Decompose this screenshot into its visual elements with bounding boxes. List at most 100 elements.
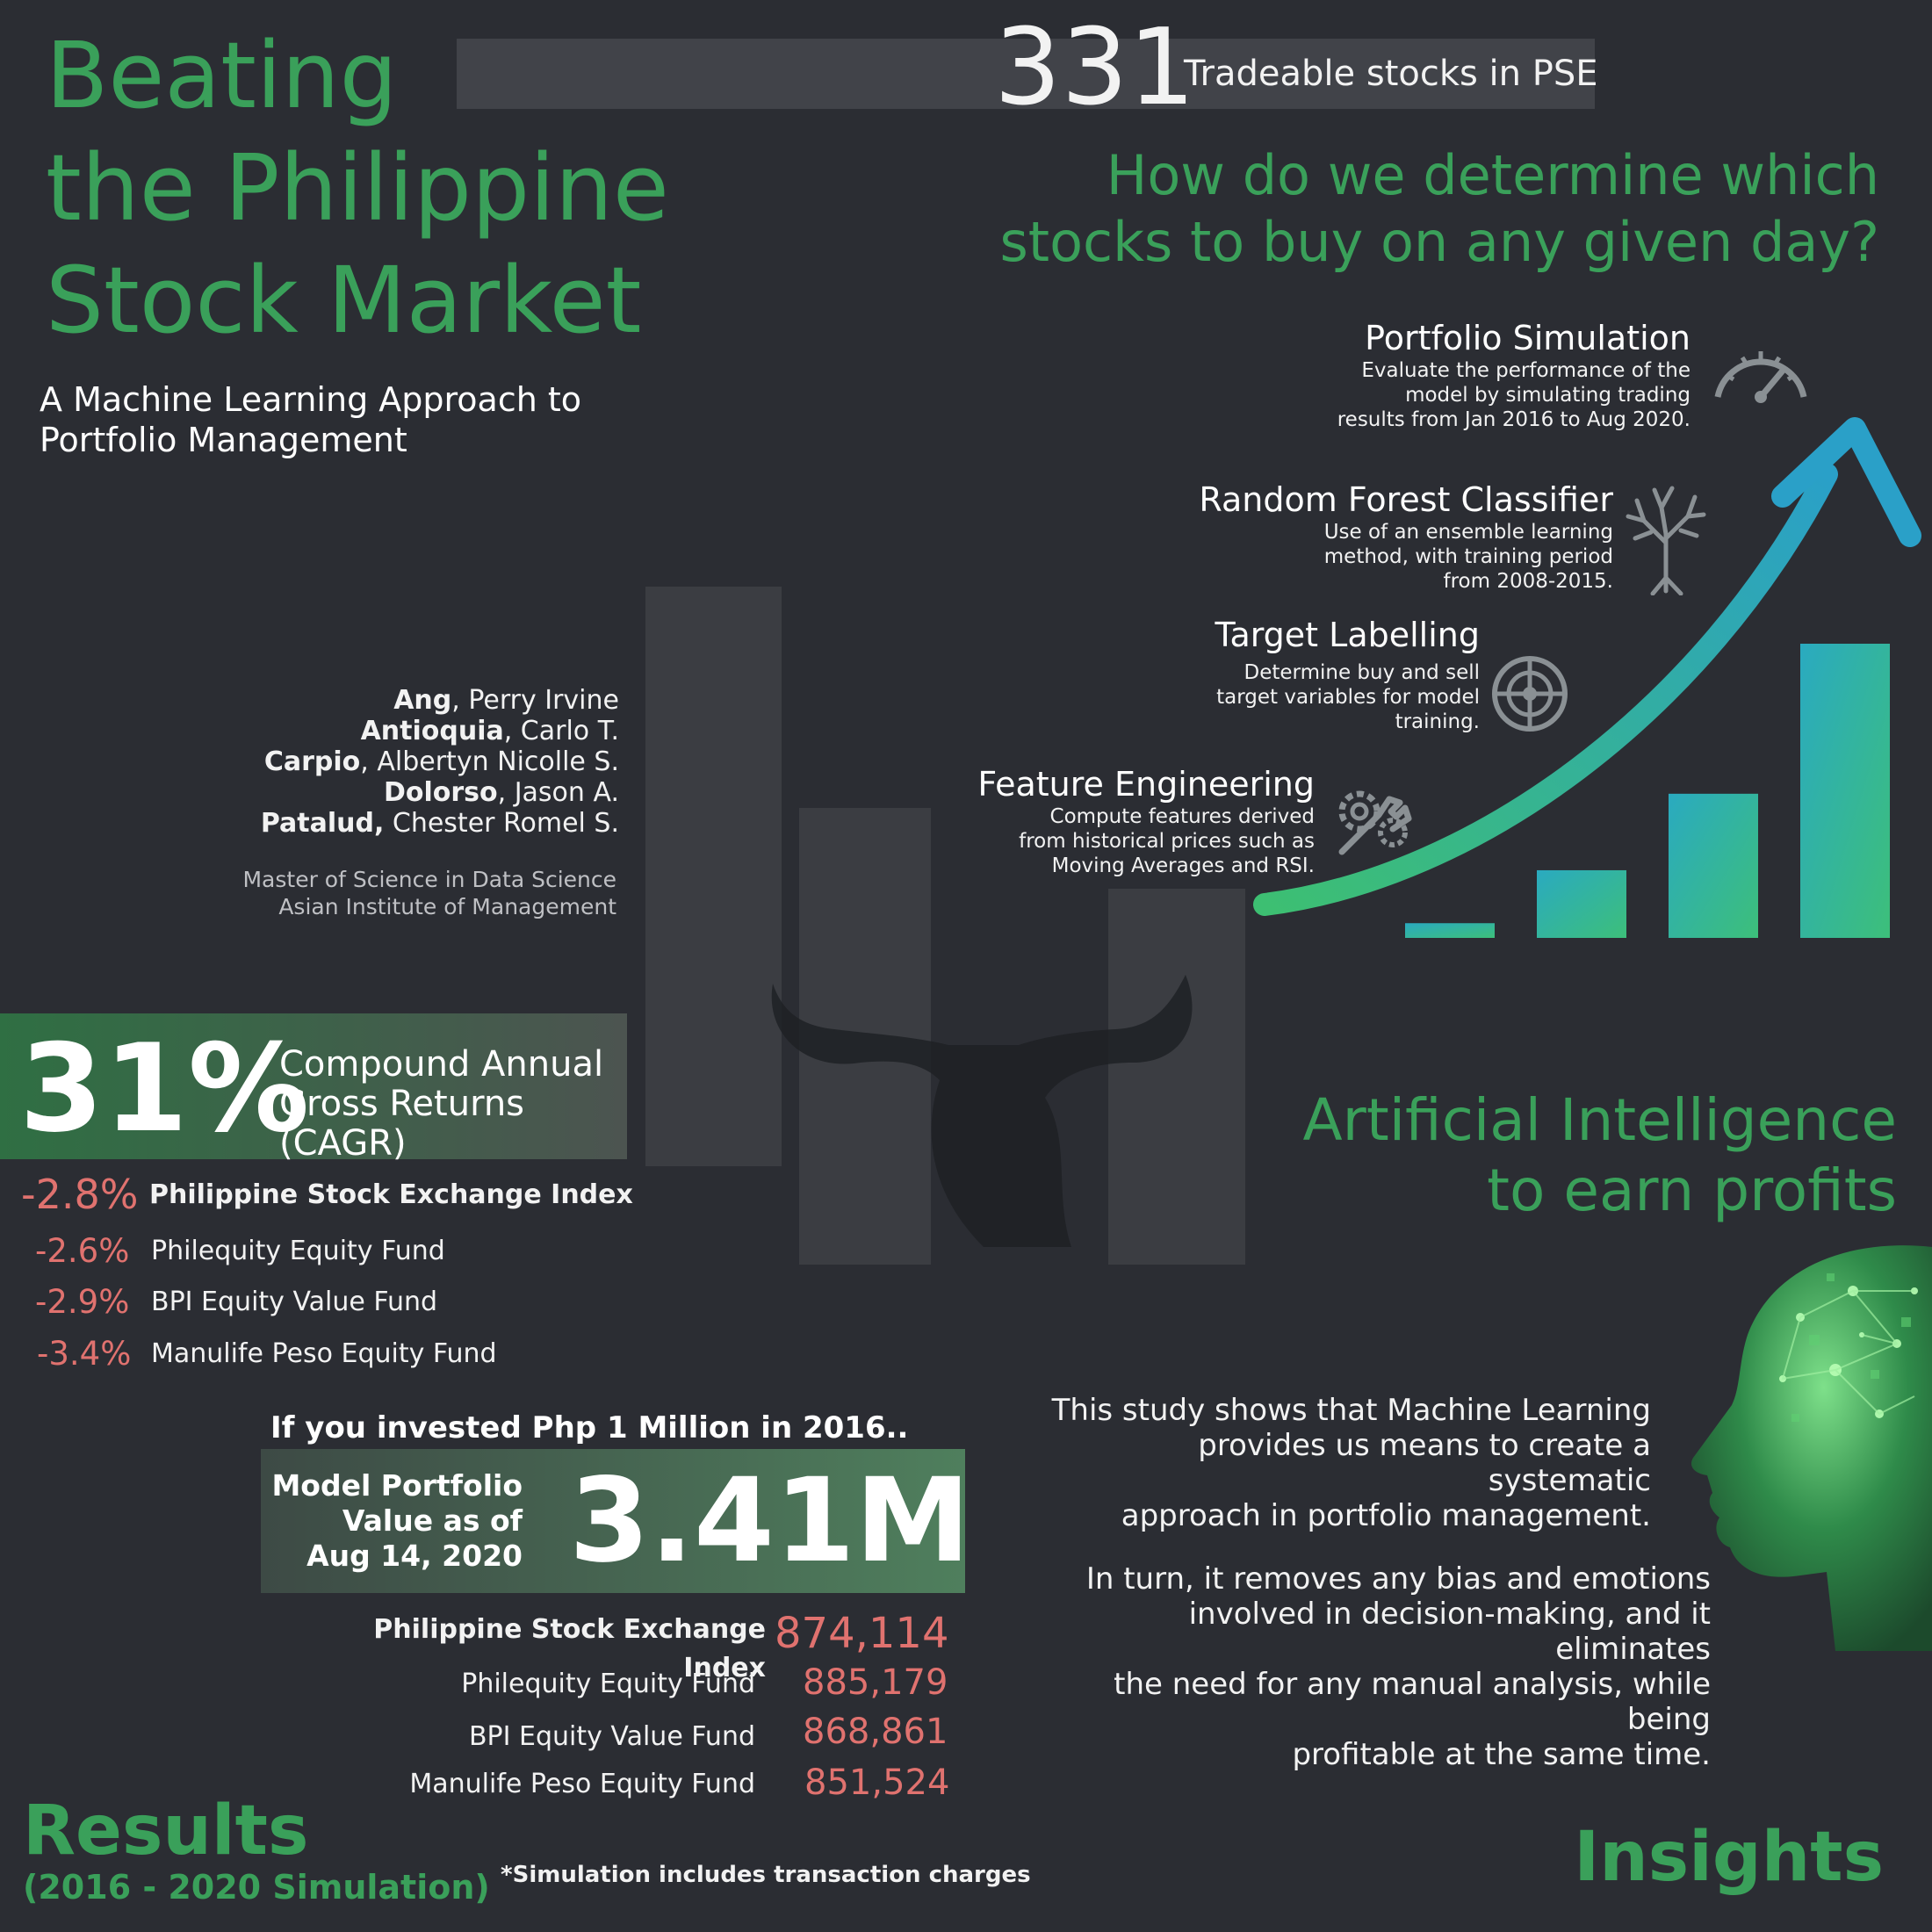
ai-heading: Artificial Intelligence to earn profits: [1247, 1085, 1897, 1226]
author-first-name: , Carlo T.: [503, 716, 619, 746]
target-icon: [1492, 656, 1568, 732]
insight-line: approach in portfolio management.: [1121, 1498, 1651, 1533]
model-portfolio-label-line: Aug 14, 2020: [306, 1539, 523, 1573]
growth-arrow-curve: [1253, 463, 1838, 916]
growth-bar: [1405, 923, 1495, 938]
step-desc-line: training.: [1395, 710, 1480, 733]
title-line: Beating: [46, 22, 398, 129]
author-item: Carpio, Albertyn Nicolle S.: [176, 746, 619, 777]
cagr-value: 31%: [19, 1018, 310, 1159]
step-target-labelling: Target Labelling Determine buy and sell …: [1142, 615, 1480, 734]
cagr-label-line: Gross Returns (CAGR): [279, 1084, 525, 1164]
step-desc-line: Compute features derived: [1049, 805, 1315, 828]
comparison-value: -2.9%: [35, 1283, 130, 1321]
question-line: stocks to buy on any given day?: [999, 210, 1879, 274]
model-portfolio-box: [261, 1449, 965, 1593]
step-desc-line: Use of an ensemble learning: [1323, 521, 1613, 544]
insight-line: provides us means to create a systematic: [1198, 1428, 1651, 1498]
insight-line: In turn, it removes any bias and emotion…: [1085, 1561, 1711, 1597]
simulation-note: *Simulation includes transaction charges: [501, 1862, 1031, 1888]
investment-heading: If you invested Php 1 Million in 2016..: [270, 1410, 909, 1445]
growth-arrow-head: [1771, 417, 1921, 547]
insight-line: This study shows that Machine Learning: [1051, 1393, 1651, 1428]
fund-value: 874,114: [775, 1609, 949, 1658]
author-first-name: Chester Romel S.: [384, 808, 619, 839]
comparison-label: Philequity Equity Fund: [151, 1236, 445, 1266]
fund-label: Philippine Stock Exchange Index: [373, 1614, 766, 1683]
results-subtitle: (2016 - 2020 Simulation): [23, 1868, 490, 1907]
ai-head-icon: [1690, 1245, 1932, 1651]
background-bar-tall: [645, 587, 782, 1166]
question-heading: How do we determine which stocks to buy …: [966, 142, 1879, 276]
cagr-banner: [0, 1013, 627, 1159]
tradeable-stocks-count: 331: [994, 7, 1196, 129]
insight-line: involved in decision-making, and it elim…: [1188, 1597, 1711, 1667]
step-desc-line: model by simulating trading: [1405, 384, 1690, 407]
step-desc-line: Evaluate the performance of the: [1361, 359, 1690, 382]
step-portfolio-simulation: Portfolio Simulation Evaluate the perfor…: [1212, 318, 1690, 432]
comparison-value: -2.8%: [21, 1171, 139, 1218]
step-title: Portfolio Simulation: [1365, 319, 1690, 357]
step-desc-line: Moving Averages and RSI.: [1051, 854, 1315, 877]
background-bar-right: [1108, 889, 1245, 1265]
author-item: Ang, Perry Irvine: [176, 685, 619, 716]
model-portfolio-value: 3.41M: [569, 1453, 971, 1589]
author-item: Antioquia, Carlo T.: [176, 716, 619, 746]
cagr-label: Compound Annual Gross Returns (CAGR): [279, 1045, 631, 1164]
school-line: Master of Science in Data Science: [242, 867, 616, 892]
author-last-name: Antioquia: [360, 716, 504, 746]
question-line: How do we determine which: [1106, 143, 1879, 207]
author-first-name: , Albertyn Nicolle S.: [360, 746, 619, 777]
speedometer-icon: [1714, 351, 1807, 403]
author-last-name: Patalud,: [260, 808, 385, 839]
insights-title: Insights: [1574, 1818, 1884, 1897]
fund-value: 885,179: [803, 1662, 948, 1703]
step-random-forest: Random Forest Classifier Use of an ensem…: [1142, 479, 1613, 594]
subtitle: A Machine Learning Approach to Portfolio…: [40, 379, 654, 460]
comparison-label: Manulife Peso Equity Fund: [151, 1338, 497, 1369]
page-title: Beating the Philippine Stock Market: [46, 19, 669, 357]
tradeable-stocks-label: Tradeable stocks in PSE: [1184, 54, 1598, 94]
fund-label: Philequity Equity Fund: [461, 1669, 755, 1699]
step-title: Target Labelling: [1215, 616, 1480, 654]
author-item: Dolorso, Jason A.: [176, 777, 619, 808]
model-portfolio-label: Model Portfolio Value as of Aug 14, 2020: [263, 1468, 523, 1574]
fund-value: 851,524: [804, 1763, 950, 1803]
subtitle-line: Portfolio Management: [40, 421, 407, 459]
author-first-name: , Perry Irvine: [451, 685, 619, 716]
step-feature-engineering: Feature Engineering Compute features der…: [966, 764, 1315, 878]
step-desc-line: from historical prices such as: [1019, 830, 1315, 853]
comparison-value: -2.6%: [35, 1232, 130, 1270]
step-desc-line: results from Jan 2016 to Aug 2020.: [1337, 408, 1690, 431]
fund-label: BPI Equity Value Fund: [468, 1721, 755, 1752]
title-line: Stock Market: [46, 247, 642, 354]
author-last-name: Carpio: [263, 746, 361, 777]
insight-paragraph: This study shows that Machine Learning p…: [1036, 1393, 1651, 1533]
comparison-value: -3.4%: [37, 1335, 132, 1373]
growth-bar: [1669, 793, 1758, 938]
title-line: the Philippine: [46, 134, 669, 242]
school-info: Master of Science in Data Science Asian …: [176, 866, 616, 920]
tradeable-stocks-banner: [457, 39, 1595, 109]
step-desc-line: Determine buy and sell: [1244, 661, 1480, 684]
insight-paragraph: In turn, it removes any bias and emotion…: [1036, 1561, 1711, 1772]
author-list: Ang, Perry Irvine Antioquia, Carlo T. Ca…: [176, 685, 619, 839]
chart-bars: [1405, 644, 1890, 938]
model-portfolio-label-line: Model Portfolio: [271, 1468, 523, 1503]
step-title: Random Forest Classifier: [1199, 480, 1613, 519]
comparison-label: Philippine Stock Exchange Index: [149, 1179, 633, 1210]
tree-icon: [1626, 486, 1706, 595]
model-portfolio-label-line: Value as of: [342, 1503, 523, 1538]
step-desc-line: target variables for model: [1216, 686, 1480, 709]
bull-silhouette-icon: [771, 975, 1193, 1247]
growth-bar: [1800, 644, 1890, 938]
fund-label: Manulife Peso Equity Fund: [409, 1769, 755, 1799]
step-desc-line: method, with training period: [1323, 545, 1613, 568]
step-title: Feature Engineering: [977, 765, 1315, 804]
results-title: Results: [23, 1791, 309, 1871]
author-last-name: Dolorso: [383, 777, 498, 808]
growth-bar: [1537, 869, 1626, 938]
ai-heading-line: to earn profits: [1487, 1157, 1897, 1224]
growth-chart: [1253, 417, 1921, 938]
fund-value: 868,861: [803, 1712, 948, 1752]
